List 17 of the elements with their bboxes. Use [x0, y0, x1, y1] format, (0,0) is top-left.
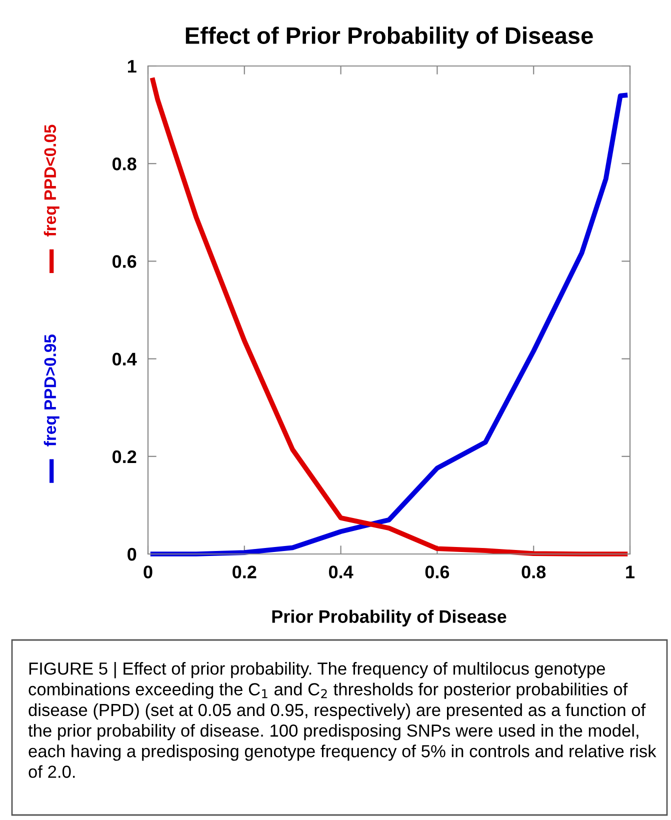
y-tick-label: 0.4: [112, 352, 137, 366]
chart-title: Effect of Prior Probability of Disease: [186, 26, 593, 49]
x-tick-label: 0.4: [328, 566, 354, 578]
text: FIGURE 5 | Effect of prior probability. The frequency of multilocus genotype combinations exceeding the C$_{1}$ and C$_{2}$ thresholds for posterior probabilities of disease (PPD) (set at 0.05 and 0.95, respectively) are presented as a function of the prior probability of disease. 100 predisposing SNPs were used in the model, each having a predisposing genotype frequency of 5% in controls and relative risk of 2.0.: [28, 662, 656, 778]
x-tick-label: 0.6: [425, 566, 450, 578]
x-tick-label: 0: [144, 566, 152, 578]
x-tick-label: 1: [626, 566, 635, 578]
text: freq PPD>0.95: [44, 334, 60, 446]
y-tick-label: 0.8: [112, 158, 136, 170]
y-tick-label: 0: [128, 548, 136, 561]
x-tick-label: 0.8: [522, 566, 546, 578]
text: freq PPD<0.05: [44, 124, 60, 237]
y-tick-label: 0.2: [112, 450, 136, 464]
x-axis-title: Prior Probability of Disease: [272, 610, 506, 627]
x-tick-label: 0.2: [232, 566, 256, 578]
y-tick-label: 0.6: [112, 255, 136, 268]
y-tick-label: 1: [128, 60, 136, 73]
